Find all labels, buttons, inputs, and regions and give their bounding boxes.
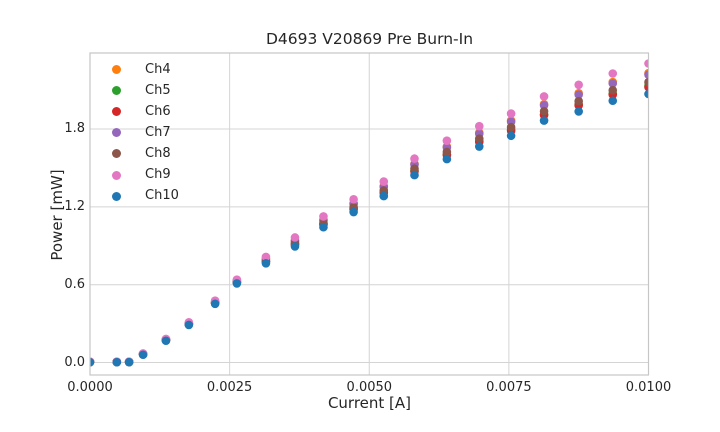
y-tick-1: 0.6 xyxy=(64,276,85,292)
legend-label-ch10: Ch10 xyxy=(145,188,179,204)
legend: Ch4 Ch5 Ch6 Ch7 Ch8 Ch9 Ch10 xyxy=(112,59,179,207)
legend-item-ch4: Ch4 xyxy=(112,59,179,80)
legend-marker-ch6-icon xyxy=(112,107,121,117)
y-axis-label: Power [mW] xyxy=(48,169,66,261)
x-tick-0: 0.0000 xyxy=(67,380,113,395)
legend-label-ch8: Ch8 xyxy=(145,145,171,161)
legend-item-ch10: Ch10 xyxy=(112,186,179,207)
legend-marker-ch10-icon xyxy=(112,191,121,201)
x-tick-4: 0.0100 xyxy=(625,380,672,395)
legend-label-ch6: Ch6 xyxy=(145,103,171,119)
y-tick-3: 1.8 xyxy=(64,121,85,137)
legend-marker-ch7-icon xyxy=(112,128,121,138)
x-tick-3: 0.0075 xyxy=(486,380,532,395)
legend-item-ch9: Ch9 xyxy=(112,164,179,185)
legend-label-ch5: Ch5 xyxy=(145,82,171,98)
legend-marker-ch8-icon xyxy=(112,149,121,159)
legend-label-ch9: Ch9 xyxy=(145,167,171,183)
legend-marker-ch5-icon xyxy=(112,86,121,96)
x-tick-2: 0.0050 xyxy=(346,380,393,395)
legend-item-ch7: Ch7 xyxy=(112,122,179,143)
legend-item-ch8: Ch8 xyxy=(112,143,179,164)
y-tick-2: 1.2 xyxy=(64,198,85,214)
legend-label-ch7: Ch7 xyxy=(145,124,171,140)
y-tick-0: 0.0 xyxy=(64,354,85,370)
legend-marker-ch9-icon xyxy=(112,170,121,180)
legend-item-ch6: Ch6 xyxy=(112,101,179,122)
legend-item-ch5: Ch5 xyxy=(112,80,179,101)
x-tick-1: 0.0025 xyxy=(206,380,253,395)
legend-marker-ch4-icon xyxy=(112,65,121,75)
chart-title: D4693 V20869 Pre Burn-In xyxy=(265,30,474,48)
legend-label-ch4: Ch4 xyxy=(145,61,171,77)
x-axis-label: Current [A] xyxy=(327,394,412,412)
